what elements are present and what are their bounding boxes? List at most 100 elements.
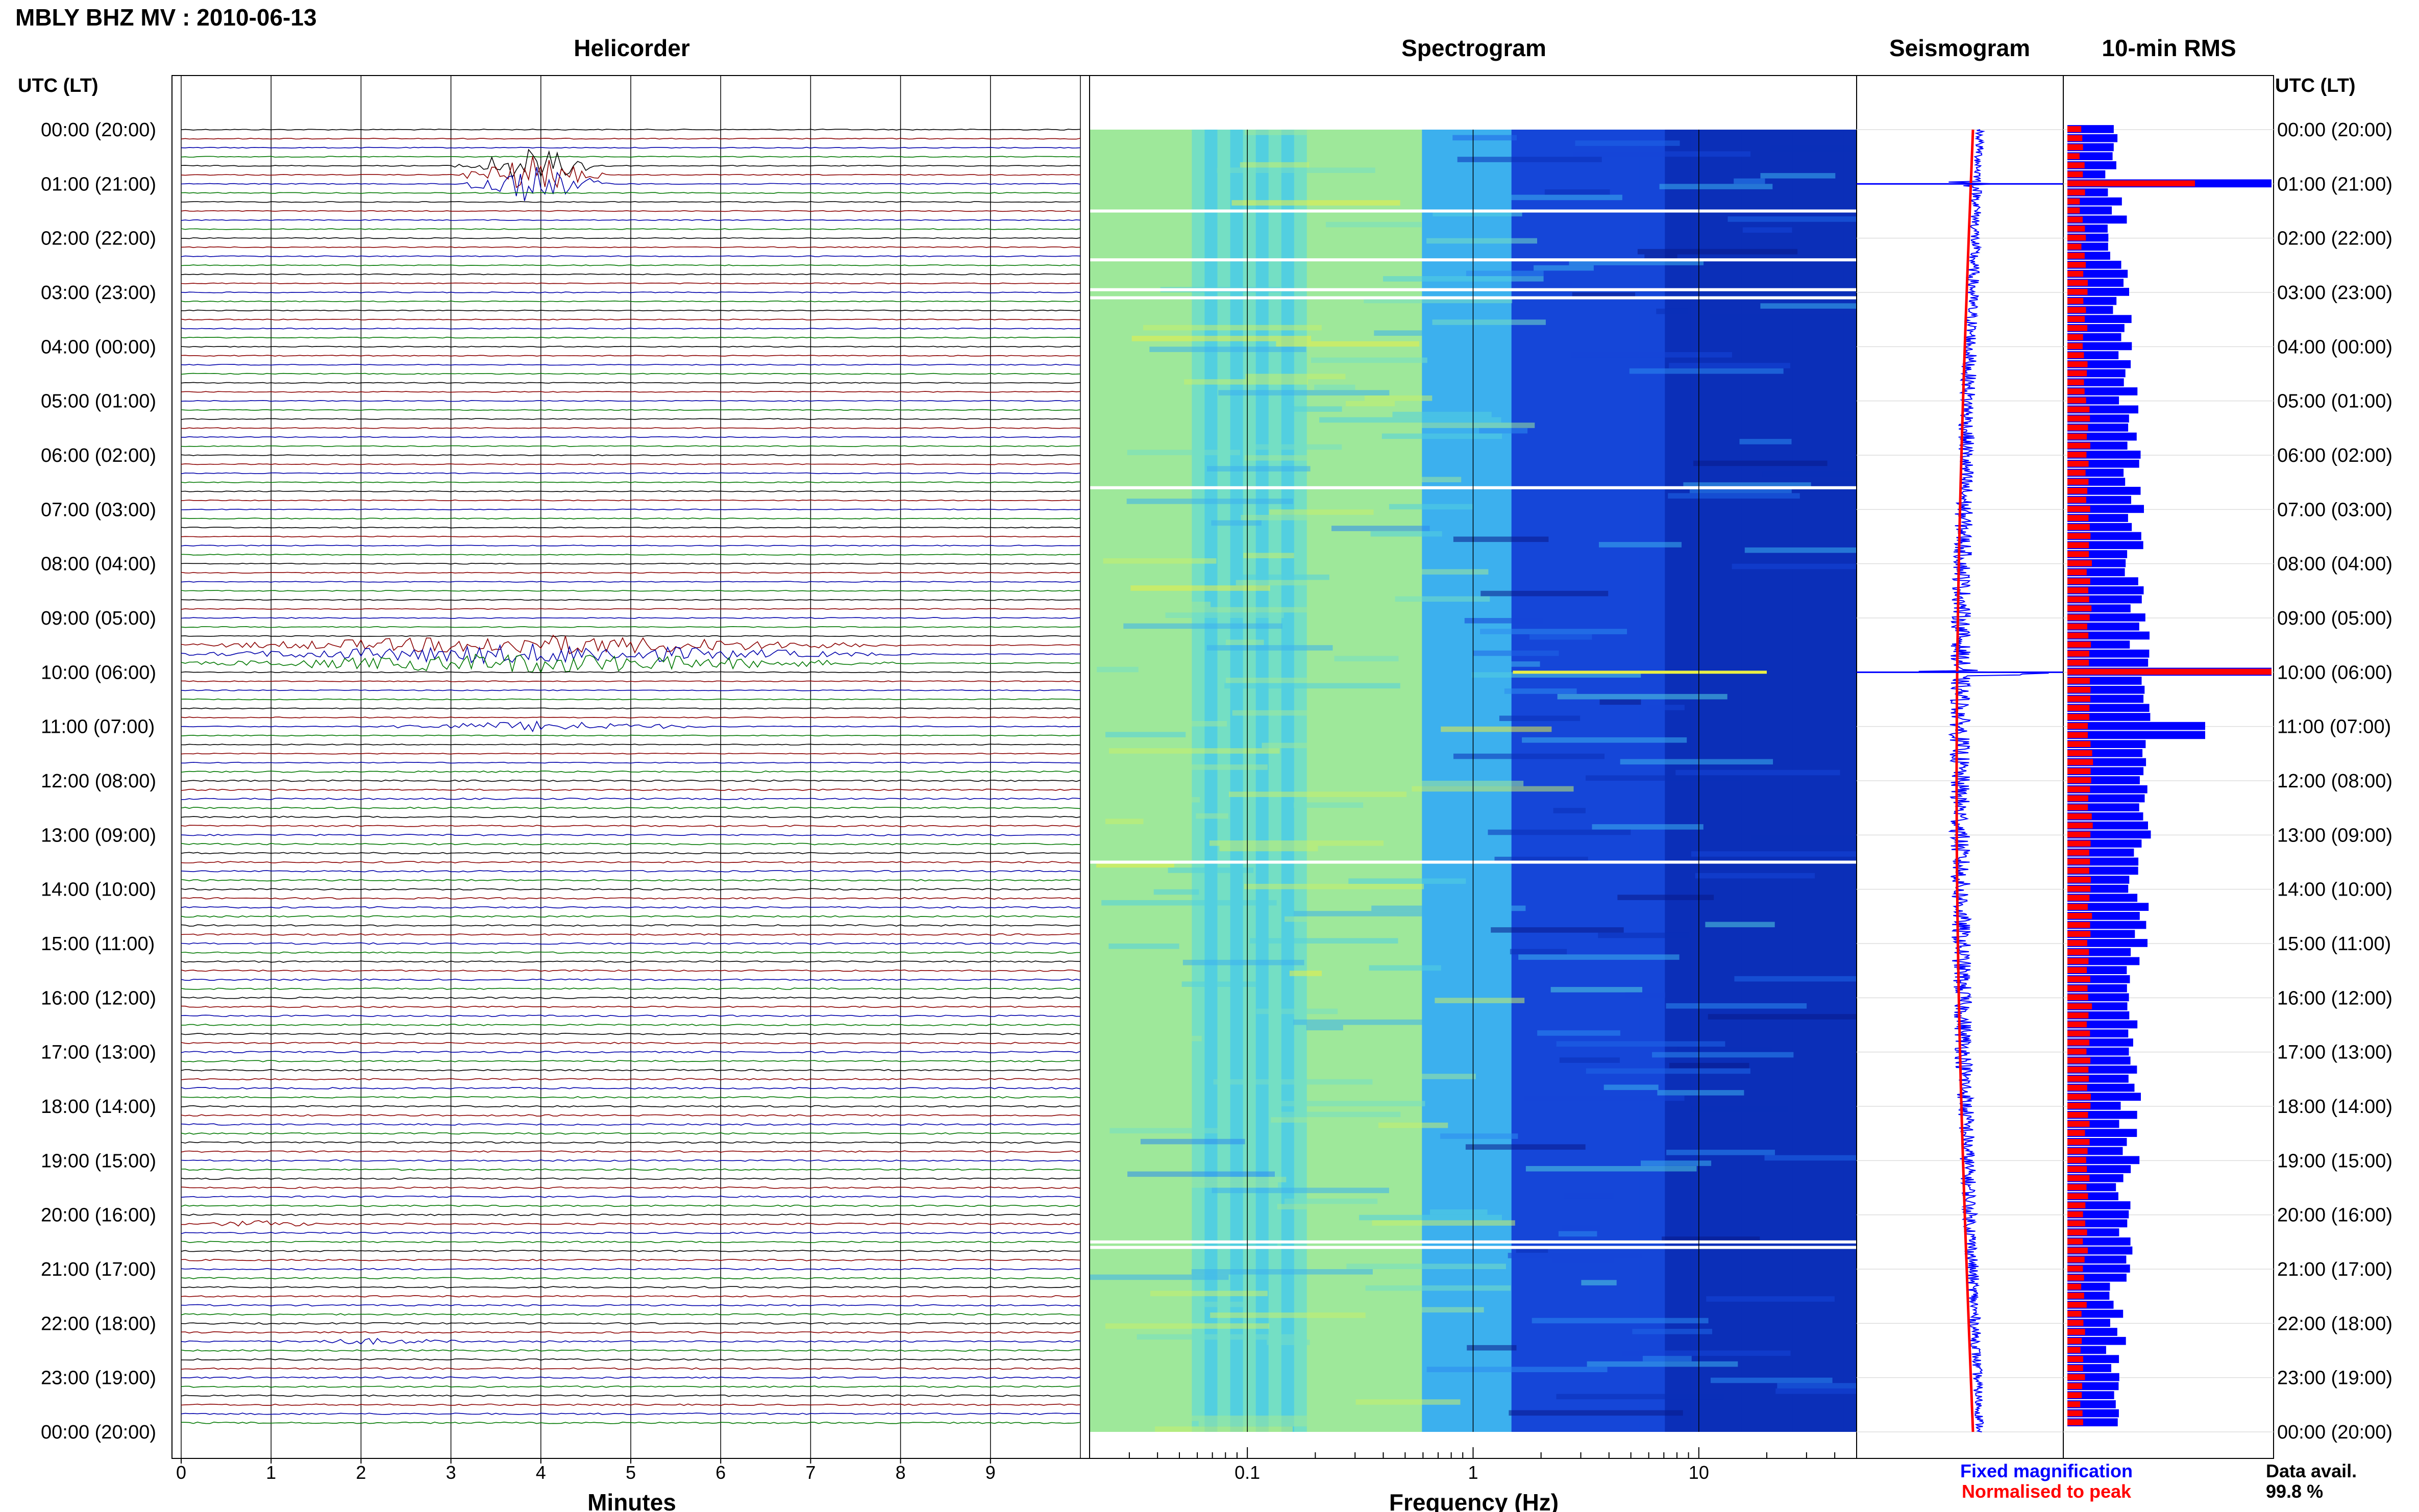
rms-bar-normalised <box>2067 705 2090 711</box>
rms-bar-normalised <box>2067 1211 2083 1218</box>
time-label-left: 13:00 (09:00) <box>41 825 156 846</box>
spectrogram-texture <box>1558 1231 1597 1237</box>
spectrogram-texture <box>1516 281 1573 287</box>
spectrogram-band <box>1537 130 1550 1432</box>
rms-bar-normalised <box>2067 795 2088 802</box>
rms-bar-normalised <box>2067 126 2082 132</box>
time-label-right: 02:00 (22:00) <box>2277 228 2392 250</box>
spectrogram-texture <box>1534 265 1594 271</box>
spectrogram-texture <box>1739 439 1792 444</box>
helicorder-trace <box>181 373 1081 375</box>
spectrogram-texture <box>1127 1171 1275 1177</box>
rms-bar-normalised <box>2067 1274 2084 1281</box>
spectrogram-texture <box>1100 721 1227 727</box>
helicorder-trace <box>181 852 1081 855</box>
spectrogram-texture <box>1166 797 1200 803</box>
spectrogram-texture <box>1175 607 1339 613</box>
spectrogram-texture <box>1346 1263 1506 1269</box>
helicorder-trace <box>181 355 1081 357</box>
spectrogram-texture <box>1289 971 1322 976</box>
rms-bar-normalised <box>2067 678 2090 684</box>
rms-bar-normalised <box>2067 1202 2086 1208</box>
spectrogram-texture <box>1557 693 1727 700</box>
spectrogram-texture <box>1710 314 1870 320</box>
time-label-right: 09:00 (05:00) <box>2277 608 2392 629</box>
rms-bar-normalised <box>2067 867 2089 874</box>
time-label-right: 04:00 (00:00) <box>2277 336 2392 358</box>
helicorder-trace <box>181 1313 1081 1316</box>
legend-fixed-magnification: Fixed magnification <box>1960 1460 2133 1481</box>
spectrogram-band <box>1345 130 1359 1432</box>
spectrogram-texture <box>1348 878 1466 884</box>
helicorder-trace <box>181 246 1081 249</box>
spectrogram-band <box>1831 130 1844 1432</box>
helicorder-trace <box>181 634 1081 655</box>
spectrogram-texture <box>1217 167 1375 173</box>
helicorder-trace <box>181 1114 1081 1117</box>
time-label-left: 11:00 (07:00) <box>41 716 155 738</box>
spectrogram-texture <box>1090 1274 1229 1280</box>
helicorder-trace <box>181 1150 1081 1153</box>
spectrogram-texture <box>1652 1052 1794 1058</box>
spectrogram-texture <box>1412 786 1574 792</box>
spectrogram-texture <box>1683 482 1811 488</box>
spectrogram-texture <box>1381 433 1502 439</box>
rms-bar-fixed <box>2067 1237 2131 1246</box>
spectrogram-texture <box>1143 1182 1278 1188</box>
spectrogram-texture <box>1097 666 1139 673</box>
helicorder-trace <box>181 888 1081 891</box>
spectrogram-texture <box>1494 856 1588 862</box>
helicorder-trace <box>181 1123 1081 1126</box>
rms-bar-normalised <box>2067 452 2087 458</box>
helicorder-trace <box>181 689 1081 691</box>
helicorder-trace <box>181 924 1081 927</box>
rms-bar-normalised <box>2067 967 2087 973</box>
spectrogram-texture <box>1262 742 1383 749</box>
rms-bar-normalised <box>2067 253 2085 259</box>
helicorder-trace <box>181 328 1081 330</box>
time-label-left: 21:00 (17:00) <box>41 1259 156 1280</box>
spectrogram-texture <box>1510 949 1567 955</box>
spectrogram-texture <box>1250 938 1398 944</box>
rms-bar-normalised <box>2067 768 2091 775</box>
rms-bar-normalised <box>2067 1293 2084 1299</box>
spectrogram-texture <box>1105 732 1186 737</box>
time-label-left: 20:00 (16:00) <box>41 1205 156 1226</box>
spectrogram-texture <box>1479 428 1528 434</box>
spectrogram-texture <box>1364 395 1433 401</box>
helicorder-trace <box>181 309 1081 312</box>
helicorder-trace <box>181 427 1081 429</box>
rms-bar-normalised <box>2067 171 2083 178</box>
rms-bar-normalised <box>2067 895 2090 901</box>
helicorder-trace <box>181 1168 1081 1171</box>
spectrogram-band <box>1090 130 1103 1432</box>
helicorder-trace <box>181 1014 1081 1018</box>
spectrogram-texture <box>1277 1101 1425 1106</box>
spectrogram-texture <box>1402 423 1535 428</box>
spectrogram-texture <box>1395 596 1490 602</box>
spectrogram-texture <box>1108 944 1179 949</box>
spectrogram-texture <box>1764 1155 1869 1161</box>
spectrogram-texture <box>1629 368 1784 374</box>
rms-bar-normalised <box>2067 1302 2087 1308</box>
helicorder-trace <box>181 572 1081 574</box>
spectrogram-texture <box>1277 1204 1416 1209</box>
spectrogram-texture <box>1293 1019 1434 1025</box>
helicorder-trace <box>181 1394 1081 1397</box>
rms-bar-normalised <box>2067 1329 2085 1335</box>
rms-bar-fixed <box>2067 197 2122 206</box>
rms-bar-normalised <box>2067 1157 2086 1163</box>
spectrogram-texture <box>1529 634 1592 640</box>
rms-bar-normalised <box>2067 379 2084 386</box>
rms-bar-normalised <box>2067 668 2272 675</box>
time-label-left: 00:00 (20:00) <box>41 119 156 141</box>
spectrogram-texture <box>1371 905 1526 911</box>
left-axis-label: UTC (LT) <box>18 75 98 96</box>
spectrogram-texture <box>1603 1084 1659 1090</box>
spectrogram-texture <box>1569 260 1704 265</box>
rms-panel <box>2063 75 2274 1459</box>
spectrogram-texture <box>1370 531 1442 537</box>
spectrogram-band <box>1319 130 1333 1432</box>
helicorder-trace <box>181 137 1081 140</box>
spectrogram-texture <box>1691 1106 1788 1112</box>
